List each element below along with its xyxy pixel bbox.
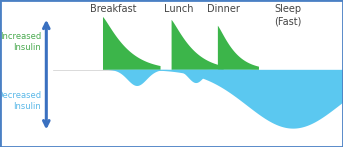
Text: Increased
Insulin: Increased Insulin xyxy=(0,32,41,52)
Polygon shape xyxy=(218,26,259,70)
Polygon shape xyxy=(108,70,343,129)
Polygon shape xyxy=(203,70,258,80)
Polygon shape xyxy=(172,20,224,70)
Text: Sleep
(Fast): Sleep (Fast) xyxy=(274,4,302,26)
Polygon shape xyxy=(166,70,226,83)
Text: Decreased
Insulin: Decreased Insulin xyxy=(0,91,41,111)
Text: Lunch: Lunch xyxy=(164,4,193,14)
Polygon shape xyxy=(99,70,176,86)
Polygon shape xyxy=(103,17,161,70)
Text: Dinner: Dinner xyxy=(206,4,239,14)
Text: Breakfast: Breakfast xyxy=(90,4,137,14)
